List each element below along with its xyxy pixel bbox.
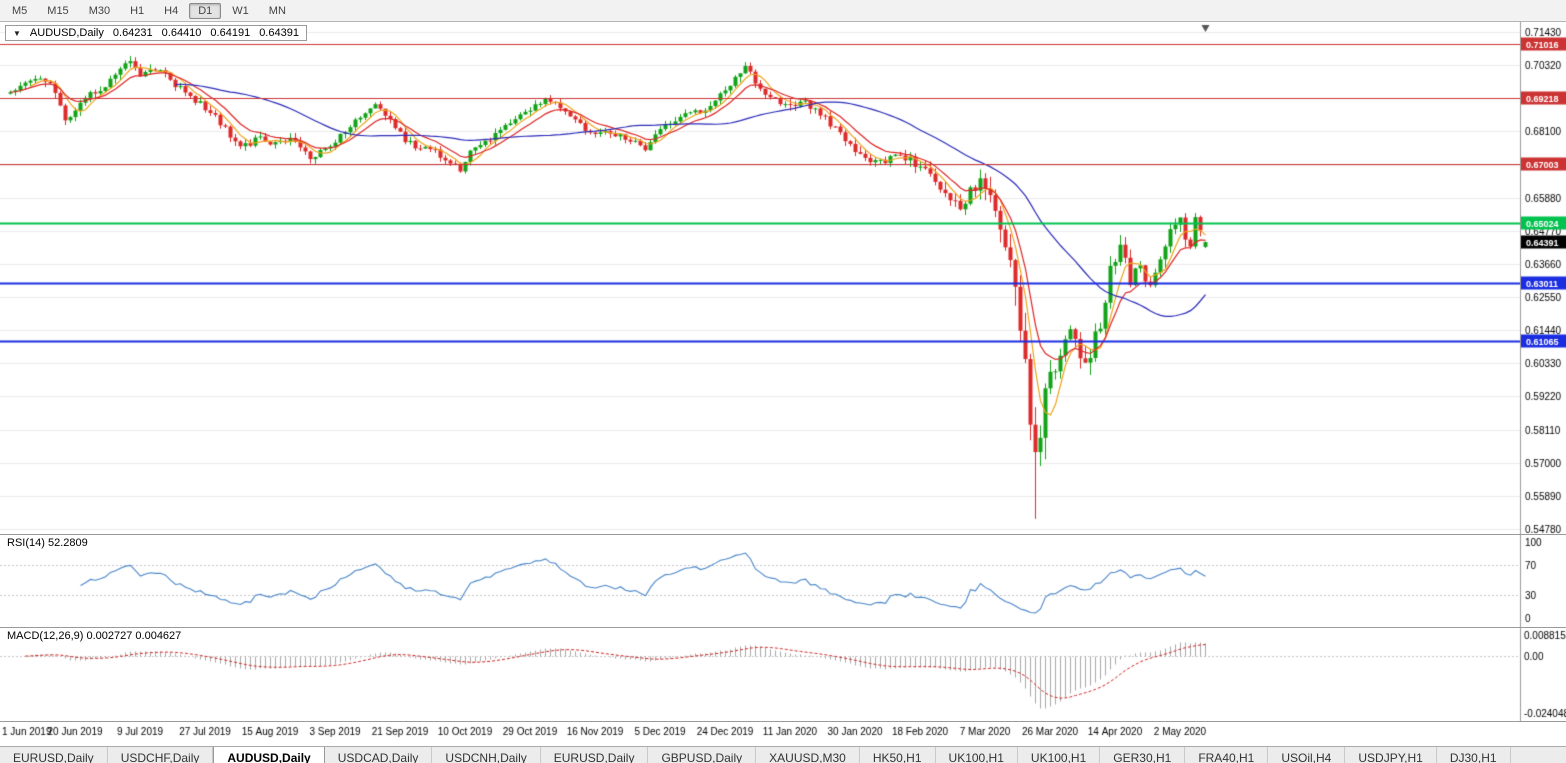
rsi-panel: RSI(14) 52.2809 [0, 534, 1566, 627]
chart-tab-6-gbpusd-daily[interactable]: GBPUSD,Daily [648, 747, 757, 763]
chart-tab-15-dj30-h1[interactable]: DJ30,H1 [1436, 747, 1511, 763]
chart-tab-8-hk50-h1[interactable]: HK50,H1 [859, 747, 936, 763]
timeframe-button-mn[interactable]: MN [268, 4, 286, 17]
timeframe-button-h1[interactable]: H1 [130, 4, 145, 17]
chart-symbol-label: ▼ AUDUSD,Daily 0.64231 0.64410 0.64191 0… [5, 25, 307, 41]
chart-tab-14-usdjpy-h1[interactable]: USDJPY,H1 [1345, 747, 1437, 763]
timeframe-toolbar: M5 M15 M30 H1 H4 D1 W1 MN [0, 0, 1566, 22]
macd-canvas[interactable] [0, 628, 1566, 721]
chart-tab-9-uk100-h1[interactable]: UK100,H1 [935, 747, 1018, 763]
chart-tab-12-fra40-h1[interactable]: FRA40,H1 [1185, 747, 1269, 763]
ohlc-low: 0.64191 [210, 27, 251, 39]
rsi-canvas[interactable] [0, 535, 1566, 627]
timeframe-button-m5[interactable]: M5 [12, 4, 28, 17]
price-chart-canvas[interactable] [0, 22, 1566, 534]
chart-tab-0-eurusd-daily[interactable]: EURUSD,Daily [0, 747, 108, 763]
chart-tab-11-ger30-h1[interactable]: GER30,H1 [1100, 747, 1186, 763]
chart-tabbar: EURUSD,Daily USDCHF,Daily AUDUSD,Daily USDC… [0, 746, 1566, 763]
time-axis[interactable] [0, 721, 1566, 746]
chart-tab-10-uk100-h1[interactable]: UK100,H1 [1017, 747, 1101, 763]
chart-tab-4-usdcnh-daily[interactable]: USDCNH,Daily [432, 747, 541, 763]
price-chart-panel: ▼ AUDUSD,Daily 0.64231 0.64410 0.64191 0… [0, 22, 1566, 534]
timeframe-button-m30[interactable]: M30 [88, 4, 111, 17]
timeframe-bar: M5 M15 M30 H1 H4 D1 W1 MN [2, 2, 296, 19]
macd-panel: MACD(12,26,9) 0.002727 0.004627 [0, 627, 1566, 721]
chart-tab-2-audusd-daily[interactable]: AUDUSD,Daily [213, 747, 325, 763]
timeframe-button-d1[interactable]: D1 [189, 2, 222, 19]
chart-tab-3-usdcad-daily[interactable]: USDCAD,Daily [324, 747, 433, 763]
symbol-name: AUDUSD,Daily [29, 27, 104, 39]
ohlc-high: 0.64410 [161, 27, 202, 39]
macd-indicator-label: MACD(12,26,9) 0.002727 0.004627 [5, 630, 184, 642]
ohlc-close: 0.64391 [259, 27, 299, 39]
chart-tab-7-xauusd-m30[interactable]: XAUUSD,M30 [756, 747, 860, 763]
ohlc-open: 0.64231 [112, 27, 153, 39]
chart-tab-1-usdchf-daily[interactable]: USDCHF,Daily [107, 747, 214, 763]
time-axis-canvas[interactable] [0, 722, 1566, 741]
timeframe-button-h4[interactable]: H4 [164, 4, 179, 17]
timeframe-button-w1[interactable]: W1 [232, 4, 249, 17]
chart-tab-13-usoil-h4[interactable]: USOil,H4 [1268, 747, 1346, 763]
symbol-dropdown-icon[interactable]: ▼ [13, 28, 21, 38]
timeframe-button-m15[interactable]: M15 [47, 4, 69, 17]
rsi-indicator-label: RSI(14) 52.2809 [5, 537, 90, 549]
chart-tab-5-eurusd-daily[interactable]: EURUSD,Daily [540, 747, 649, 763]
